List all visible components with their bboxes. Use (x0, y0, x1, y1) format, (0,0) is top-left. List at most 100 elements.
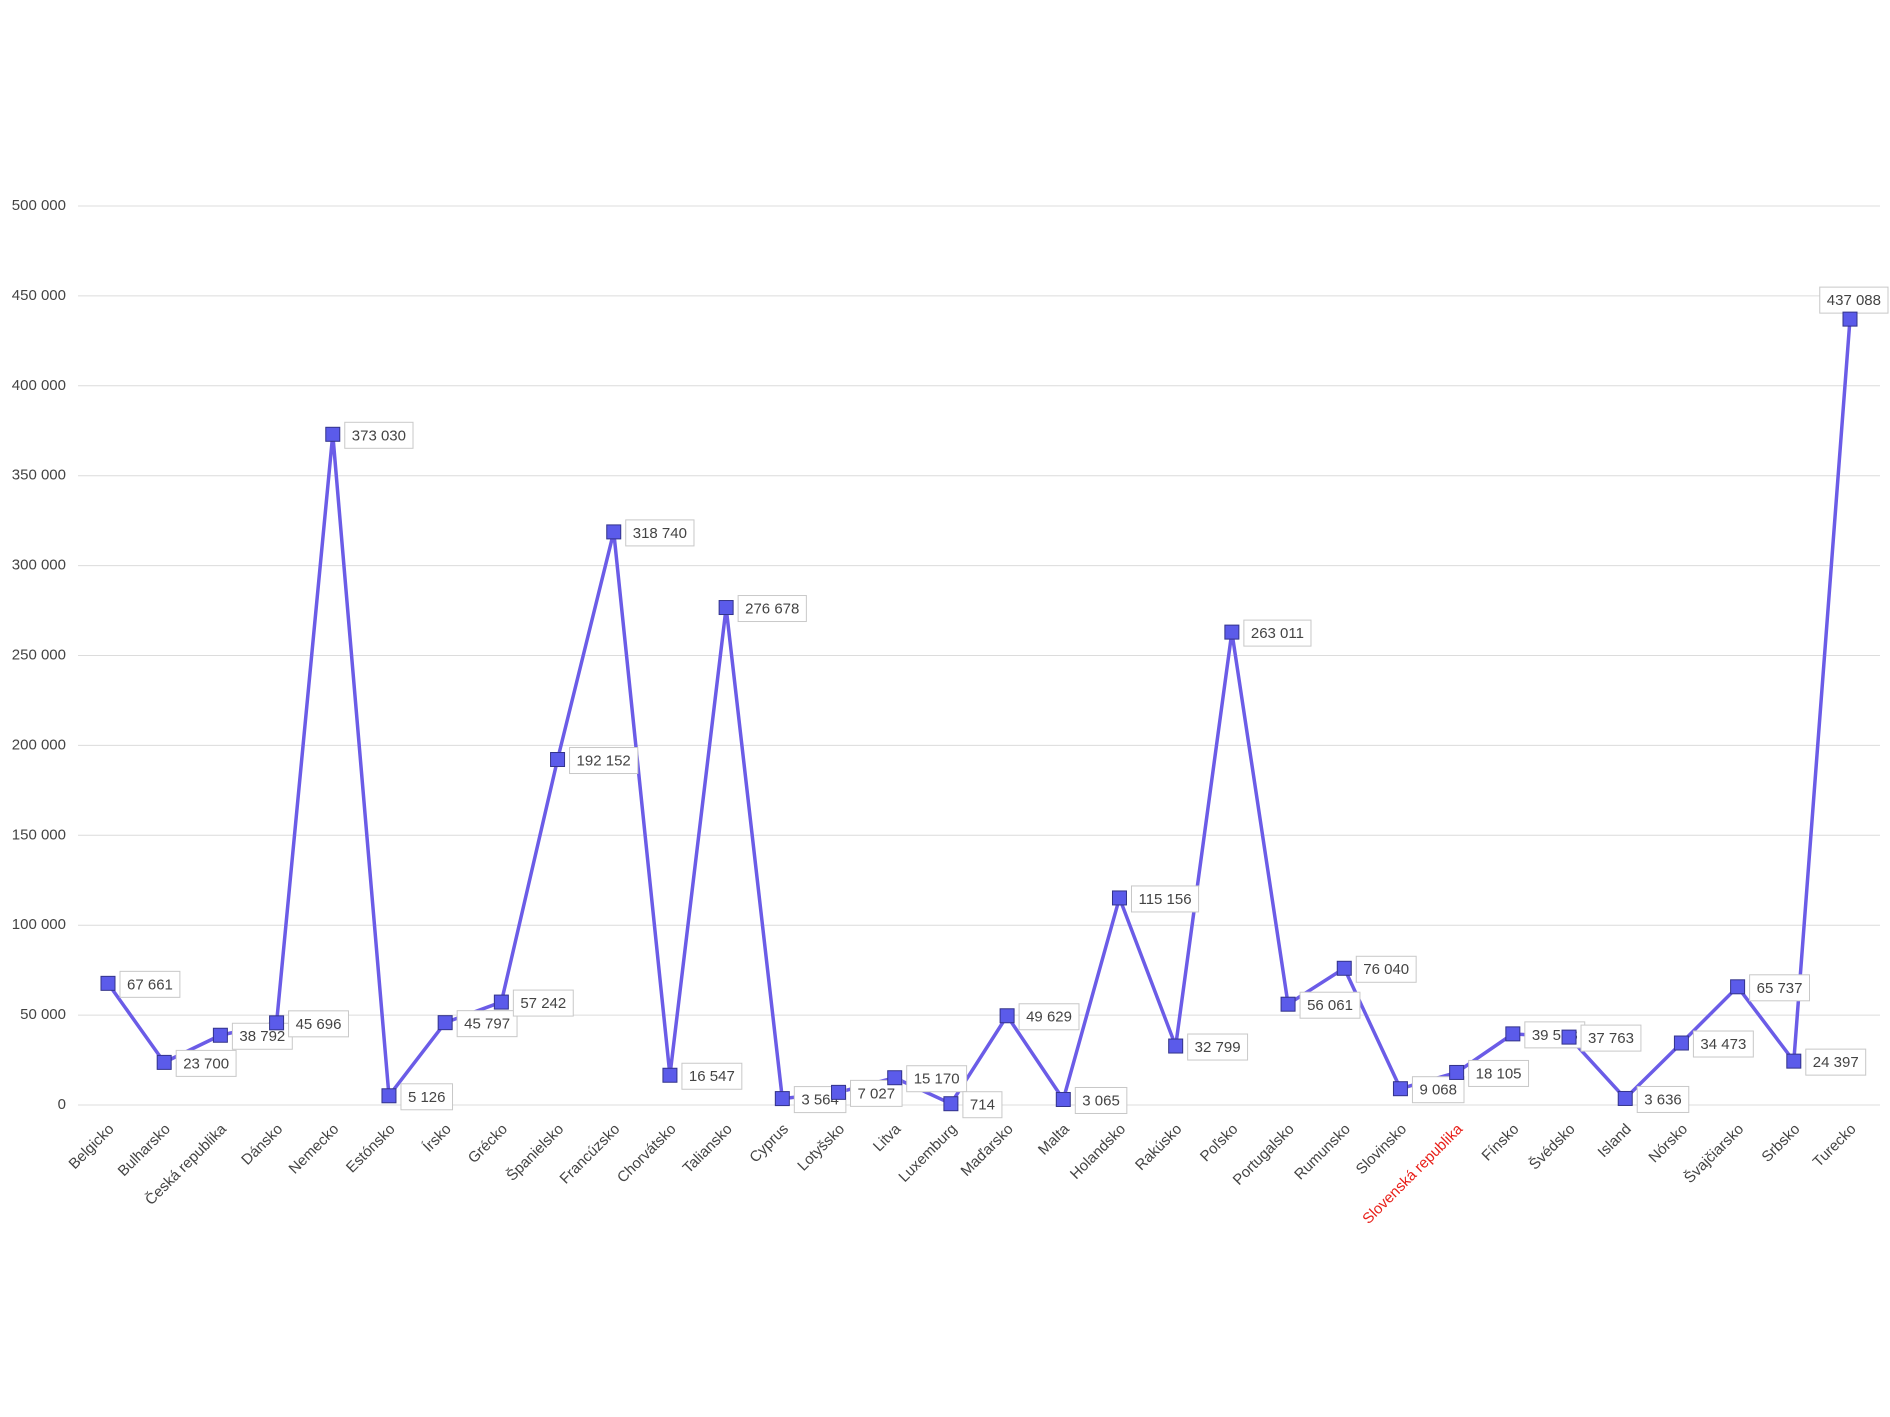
marker (1280, 996, 1296, 1012)
data-label-text: 23 700 (183, 1055, 229, 1072)
x-tick-label: Francúzsko (557, 1121, 624, 1188)
data-label-text: 9 068 (1419, 1082, 1457, 1099)
data-label: 37 763 (1580, 1024, 1642, 1052)
data-labels: 67 661 23 700 38 792 45 696 373 030 5 126 45 7… (119, 286, 1889, 1119)
marker (550, 752, 566, 768)
data-label: 56 061 (1299, 991, 1361, 1019)
x-tick-label: Cyprus (746, 1121, 792, 1167)
data-label-box (569, 747, 639, 775)
data-label-text: 373 030 (352, 427, 406, 444)
marker (1561, 1029, 1577, 1045)
marker (1505, 1026, 1521, 1042)
data-label-box (1355, 955, 1417, 983)
x-tick-label: Nemecko (286, 1121, 343, 1178)
data-label: 32 799 (1187, 1033, 1249, 1061)
x-tick-label: Rumunsko (1291, 1121, 1354, 1184)
data-label-box (119, 970, 181, 998)
data-label: 49 629 (1018, 1003, 1080, 1031)
data-label: 34 473 (1692, 1030, 1754, 1058)
marker (887, 1070, 903, 1086)
data-label: 15 170 (906, 1065, 968, 1093)
x-tick-label: Slovinsko (1353, 1121, 1410, 1178)
data-label-text: 24 397 (1813, 1054, 1859, 1071)
data-label: 373 030 (344, 421, 414, 449)
data-label: 714 (962, 1091, 1003, 1119)
marker (1168, 1038, 1184, 1054)
y-tick-label: 250 000 (12, 646, 66, 663)
marker (606, 524, 622, 540)
data-label-box (1187, 1033, 1249, 1061)
data-label-box (175, 1049, 237, 1077)
data-label: 65 737 (1749, 974, 1811, 1002)
x-tick-label: Rakúsko (1132, 1121, 1185, 1174)
marker (100, 975, 116, 991)
marker (1730, 979, 1746, 995)
y-tick-label: 200 000 (12, 736, 66, 753)
x-tick-label: Taliansko (680, 1121, 736, 1177)
y-tick-label: 500 000 (12, 197, 66, 214)
data-label: 57 242 (512, 989, 574, 1017)
data-label-text: 67 661 (127, 976, 173, 993)
x-tick-label: Srbsko (1758, 1121, 1803, 1166)
data-label: 115 156 (1130, 885, 1200, 913)
data-label-text: 16 547 (689, 1068, 735, 1085)
data-label: 76 040 (1355, 955, 1417, 983)
data-label-text: 7 027 (858, 1085, 896, 1102)
data-label-text: 56 061 (1307, 997, 1353, 1014)
data-label-box (512, 989, 574, 1017)
marker (156, 1054, 172, 1070)
x-tick-label: Švédsko (1526, 1121, 1579, 1174)
data-label: 16 547 (681, 1062, 743, 1090)
data-label: 18 105 (1468, 1059, 1530, 1087)
data-label-text: 3 564 (801, 1092, 839, 1109)
data-label-box (400, 1083, 454, 1111)
data-label-box (1468, 1059, 1530, 1087)
data-label: 45 696 (288, 1010, 349, 1038)
x-tick-label: Grécko (465, 1121, 511, 1167)
x-tick-label: Holandsko (1067, 1121, 1129, 1183)
data-label-text: 437 088 (1827, 292, 1881, 309)
y-tick-label: 450 000 (12, 287, 66, 304)
data-label-text: 49 629 (1026, 1009, 1072, 1026)
marker (999, 1008, 1015, 1024)
marker (1336, 960, 1352, 976)
data-label: 24 397 (1805, 1048, 1867, 1076)
data-label-box (344, 421, 414, 449)
data-label: 437 088 (1819, 286, 1889, 314)
marker (718, 600, 734, 616)
data-label: 9 068 (1411, 1076, 1465, 1104)
data-label: 276 678 (737, 595, 807, 623)
data-label-text: 15 170 (914, 1071, 960, 1088)
data-label: 5 126 (400, 1083, 454, 1111)
data-label-box (1018, 1003, 1080, 1031)
data-label-text: 18 105 (1476, 1065, 1522, 1082)
x-tick-label: Lotyšsko (794, 1121, 848, 1175)
x-tick-label: Belgicko (66, 1121, 118, 1173)
data-label-box (1636, 1085, 1690, 1113)
data-label-text: 714 (970, 1097, 995, 1114)
data-label-text: 115 156 (1138, 891, 1191, 908)
x-tick-label: Dánsko (238, 1121, 286, 1169)
marker (1224, 624, 1240, 640)
data-label-text: 37 763 (1588, 1030, 1634, 1047)
x-tick-label: Nórsko (1645, 1121, 1691, 1167)
marker (1786, 1053, 1802, 1069)
marker (943, 1096, 959, 1112)
data-label-box (1299, 991, 1361, 1019)
marker (212, 1027, 228, 1043)
data-label-box (1243, 619, 1312, 647)
marker (774, 1091, 790, 1107)
data-label-text: 38 792 (239, 1028, 285, 1045)
x-tick-label: Bulharsko (115, 1121, 174, 1180)
marker (1392, 1081, 1408, 1097)
data-label-box (456, 1010, 518, 1038)
y-tick-label: 300 000 (12, 557, 66, 574)
y-tick-label: 0 (58, 1096, 66, 1113)
data-label-box (1411, 1076, 1465, 1104)
y-tick-label: 400 000 (12, 377, 66, 394)
data-label-box (906, 1065, 968, 1093)
data-label-text: 5 126 (408, 1089, 446, 1106)
data-label-text: 276 678 (745, 601, 799, 618)
data-label-text: 57 242 (520, 995, 566, 1012)
